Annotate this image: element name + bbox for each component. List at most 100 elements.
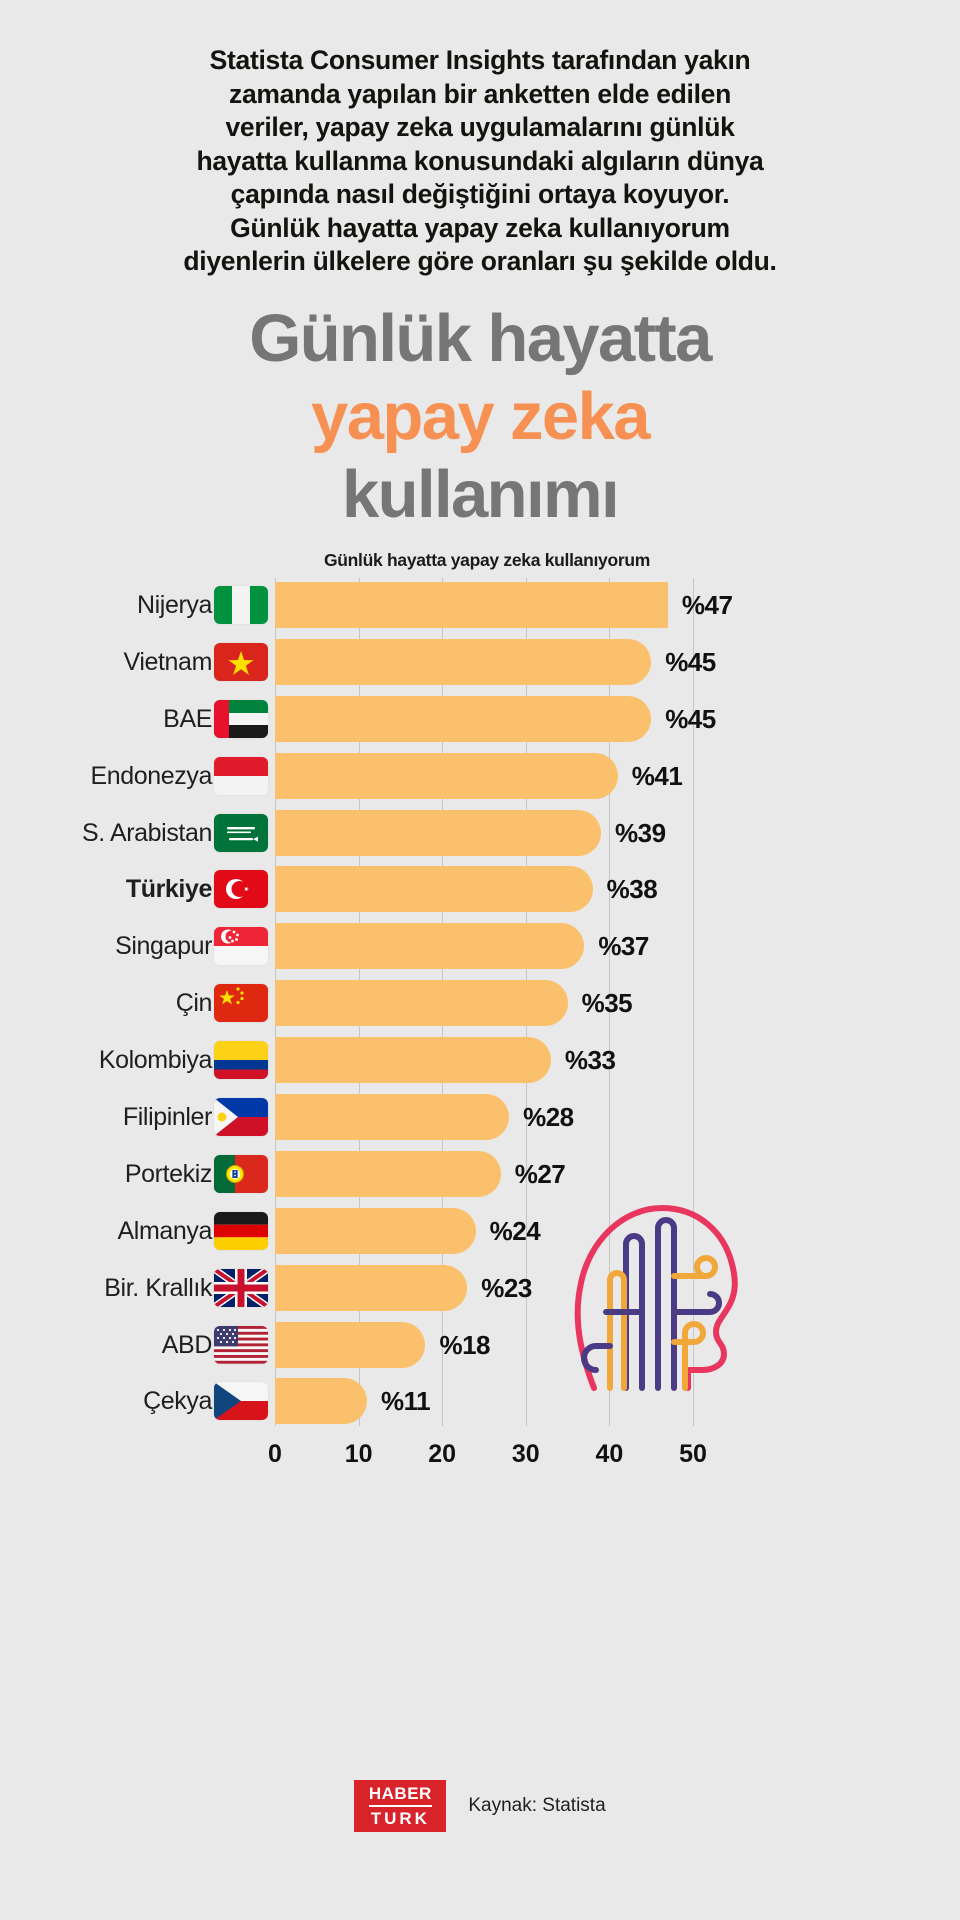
x-tick-40: 40 <box>595 1440 624 1468</box>
bar-value-label: %37 <box>598 931 649 962</box>
chart-row: BAE %45 <box>0 692 960 746</box>
intro-line-6: Günlük hayatta yapay zeka kullanıyorum <box>230 212 730 243</box>
flag-icon-cn <box>214 984 268 1023</box>
bar-value-label: %45 <box>665 646 716 677</box>
country-label: Kolombiya <box>98 1046 213 1075</box>
chart-subtitle: Günlük hayatta yapay zeka kullanıyorum <box>323 550 651 570</box>
flag-icon-sg <box>214 927 268 966</box>
flag-icon-gb <box>214 1268 268 1307</box>
flag-icon-de <box>214 1211 268 1250</box>
bar <box>275 1378 367 1425</box>
gridline-40 <box>609 578 611 1426</box>
bar <box>275 582 668 628</box>
intro-paragraph: Statista Consumer Insights tarafından ya… <box>60 44 900 279</box>
country-label: Singapur <box>115 932 212 961</box>
chart-row: Vietnam %45 <box>0 635 960 689</box>
chart-rows: Nijerya %47 Vietnam %45 BAE %45 Endonezya %41 S.… <box>0 578 960 1431</box>
headline-line-2: yapay zeka <box>311 379 650 454</box>
x-tick-50: 50 <box>679 1440 707 1468</box>
headline: Günlük hayatta yapay zeka kullanımı <box>0 300 960 534</box>
bar-value-label: %28 <box>523 1102 574 1133</box>
bar <box>275 809 602 856</box>
intro-line-4: hayatta kullanma konusundaki algıların d… <box>196 145 764 176</box>
bar <box>275 980 568 1027</box>
haberturk-logo[interactable]: HABER TURK <box>354 1780 447 1832</box>
chart-row: Singapur %37 <box>0 919 960 973</box>
bar <box>275 1264 468 1311</box>
x-tick-30: 30 <box>511 1440 540 1468</box>
bar <box>275 923 585 970</box>
bar-value-label: %41 <box>631 760 683 791</box>
x-tick-20: 20 <box>428 1440 457 1468</box>
logo-line-2: TURK <box>370 1808 430 1828</box>
bar <box>275 1321 426 1368</box>
flag-icon-ng <box>214 586 268 624</box>
country-label: S. Arabistan <box>81 818 212 847</box>
bar <box>275 1037 551 1084</box>
bar-value-label: %39 <box>615 817 666 848</box>
flag-icon-ae <box>214 699 268 738</box>
intro-line-2: zamanda yapılan bir anketten elde edilen <box>229 78 731 109</box>
country-label: Çekya <box>143 1387 212 1416</box>
chart-row: Çin %35 <box>0 976 960 1030</box>
intro-line-1: Statista Consumer Insights tarafından ya… <box>209 45 751 75</box>
flag-icon-pt <box>214 1154 268 1193</box>
x-tick-10: 10 <box>344 1440 373 1468</box>
country-label: Almanya <box>117 1216 213 1245</box>
bar <box>275 1207 476 1254</box>
chart-row: Kolombiya %33 <box>0 1033 960 1087</box>
bar-value-label: %24 <box>489 1215 541 1246</box>
country-label: Türkiye <box>125 875 213 904</box>
flag-icon-us <box>214 1325 268 1364</box>
bar-value-label: %33 <box>564 1045 616 1076</box>
bar-value-label: %47 <box>681 590 733 620</box>
x-axis: 0 10 20 30 40 50 <box>0 1440 960 1480</box>
gridline-50 <box>693 578 694 1426</box>
chart-row: Bir. Krallık %23 <box>0 1261 960 1315</box>
x-tick-0: 0 <box>268 1440 282 1468</box>
bar-value-label: %23 <box>481 1272 532 1303</box>
chart-row: Nijerya %47 <box>0 578 960 632</box>
bar-value-label: %38 <box>606 874 658 905</box>
country-label: Bir. Krallık <box>104 1273 212 1302</box>
chart-row: Almanya %24 <box>0 1204 960 1258</box>
country-label: Endonezya <box>90 761 213 790</box>
intro-line-3: veriler, yapay zeka uygulamalarını günlü… <box>225 112 735 142</box>
chart-row: Portekiz %27 <box>0 1147 960 1201</box>
flag-icon-cz <box>214 1382 268 1421</box>
bar <box>275 695 652 742</box>
country-label: Filipinler <box>122 1103 212 1132</box>
footer: HABER TURK Kaynak: Statista <box>0 1780 960 1832</box>
bar-value-label: %11 <box>380 1386 431 1417</box>
bar <box>275 1150 501 1197</box>
country-label: ABD <box>161 1330 213 1359</box>
bar-value-label: %27 <box>514 1158 566 1189</box>
country-label: Nijerya <box>137 591 212 619</box>
chart-row: S. Arabistan %39 <box>0 806 960 860</box>
bar-value-label: %45 <box>665 703 716 734</box>
chart-row: ABD %18 <box>0 1318 960 1372</box>
country-label: BAE <box>163 704 212 733</box>
flag-icon-ph <box>214 1098 268 1137</box>
chart-row: Filipinler %28 <box>0 1090 960 1144</box>
flag-icon-id <box>214 756 268 795</box>
chart-row: Endonezya %41 <box>0 749 960 803</box>
chart-row: Çekya %11 <box>0 1374 960 1428</box>
flag-icon-tr <box>214 870 268 909</box>
headline-line-3: kullanımı <box>341 457 620 532</box>
source-label: Kaynak: Statista <box>468 1795 606 1816</box>
intro-line-5: çapında nasıl değiştiğini ortaya koyuyor… <box>230 179 730 209</box>
country-label: Portekiz <box>124 1159 213 1188</box>
flag-icon-co <box>214 1041 268 1080</box>
intro-line-7: diyenlerin ülkelere göre oranları şu şek… <box>183 246 777 276</box>
bar <box>275 638 652 685</box>
headline-line-1: Günlük hayatta <box>249 301 712 376</box>
bar-value-label: %35 <box>581 988 633 1019</box>
flag-icon-sa <box>214 813 268 852</box>
country-label: Vietnam <box>123 647 213 676</box>
bar <box>275 1094 510 1141</box>
logo-line-1: HABER <box>368 1784 432 1807</box>
bar-chart: Nijerya %47 Vietnam %45 BAE %45 Endonezya %41 S.… <box>0 578 960 1458</box>
flag-icon-vn <box>214 642 268 681</box>
